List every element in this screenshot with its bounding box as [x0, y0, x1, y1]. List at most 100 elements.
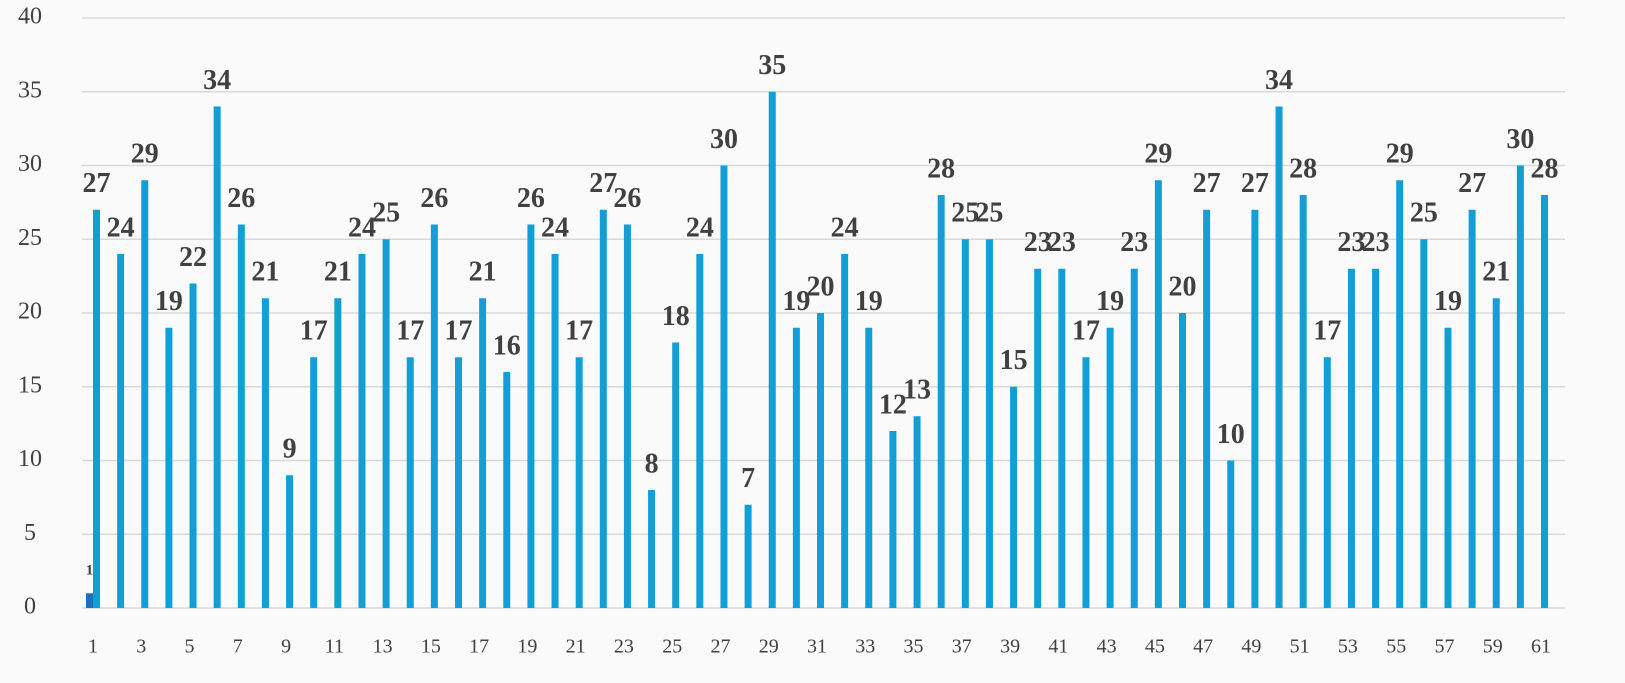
x-tick-label: 49	[1241, 636, 1261, 658]
data-label: 24	[348, 212, 376, 243]
bar	[310, 357, 318, 608]
data-label: 7	[741, 463, 755, 494]
bar	[141, 180, 149, 608]
data-label: 25	[951, 198, 979, 229]
data-label: 24	[541, 212, 569, 243]
bar	[744, 504, 752, 608]
bar	[913, 416, 921, 608]
data-label: 28	[927, 153, 955, 184]
x-tick-label: 13	[373, 636, 393, 658]
bar	[1154, 180, 1162, 608]
data-label: 22	[179, 242, 207, 273]
bar	[1010, 386, 1018, 608]
x-tick-label: 17	[469, 636, 489, 658]
data-label: 28	[1531, 153, 1559, 184]
data-label: 19	[855, 286, 883, 317]
x-tick-label: 39	[1000, 636, 1020, 658]
data-label: 23	[1337, 227, 1365, 258]
data-label: 19	[1096, 286, 1124, 317]
data-label: 19	[782, 286, 810, 317]
y-tick-label: 0	[24, 594, 36, 620]
data-label: 23	[1048, 227, 1076, 258]
x-tick-label: 33	[855, 636, 875, 658]
x-tick-label: 35	[904, 636, 924, 658]
data-label: 17	[396, 316, 424, 347]
bar	[1323, 357, 1331, 608]
bar	[551, 254, 559, 608]
bar	[865, 327, 873, 608]
data-label: 29	[1386, 139, 1414, 170]
data-label: 34	[203, 65, 231, 96]
bar	[1396, 180, 1404, 608]
bar	[817, 313, 824, 608]
data-label: 27	[589, 168, 617, 199]
data-label: 19	[1434, 286, 1462, 317]
x-tick-label: 37	[952, 636, 972, 658]
bar	[93, 209, 100, 608]
bar	[1347, 268, 1355, 608]
bar	[1227, 460, 1235, 608]
bar	[1372, 268, 1380, 608]
bar	[696, 254, 704, 608]
data-label: 9	[283, 434, 297, 465]
bar	[1299, 195, 1307, 608]
x-tick-label: 43	[1097, 636, 1117, 658]
x-tick-label: 61	[1531, 636, 1551, 658]
data-label: 1	[86, 563, 94, 579]
bar	[841, 254, 849, 608]
x-tick-label: 29	[759, 636, 779, 658]
bar	[1082, 357, 1090, 608]
y-tick-label: 25	[18, 225, 42, 251]
bar	[237, 224, 245, 608]
data-label: 27	[1241, 168, 1269, 199]
y-tick-label: 30	[18, 151, 42, 177]
data-label: 30	[1506, 124, 1534, 155]
bar	[1179, 313, 1186, 608]
x-tick-label: 1	[88, 636, 98, 658]
bar	[86, 593, 93, 608]
data-label: 21	[1482, 257, 1510, 288]
bar	[1492, 298, 1500, 608]
data-label: 17	[300, 316, 328, 347]
bar	[1275, 106, 1283, 608]
bar	[503, 372, 511, 608]
x-tick-label: 51	[1290, 636, 1310, 658]
data-label: 29	[131, 139, 159, 170]
data-label: 21	[251, 257, 279, 288]
data-label: 10	[1217, 419, 1245, 450]
bar	[117, 254, 125, 608]
data-label: 26	[420, 183, 448, 214]
bar	[672, 342, 680, 608]
data-label: 17	[445, 316, 473, 347]
bar	[286, 475, 294, 608]
x-tick-label: 55	[1386, 636, 1406, 658]
data-label: 8	[645, 448, 659, 479]
bar	[985, 239, 993, 608]
data-label: 17	[1313, 316, 1341, 347]
bar	[527, 224, 535, 608]
data-label: 16	[493, 330, 521, 361]
data-label: 17	[1072, 316, 1100, 347]
x-tick-label: 59	[1483, 636, 1503, 658]
data-label: 27	[83, 168, 111, 199]
bar	[575, 357, 583, 608]
bar	[599, 209, 607, 608]
data-label: 25	[975, 198, 1003, 229]
y-tick-label: 10	[18, 446, 42, 472]
bar	[1058, 268, 1066, 608]
bar	[1468, 209, 1476, 608]
data-label: 18	[662, 301, 690, 332]
bar	[165, 327, 173, 608]
bar	[382, 239, 390, 608]
bar	[1034, 268, 1042, 608]
data-label: 24	[686, 212, 714, 243]
data-label: 26	[613, 183, 641, 214]
x-tick-label: 15	[421, 636, 441, 658]
bar	[430, 224, 438, 608]
bar	[479, 298, 487, 608]
x-tick-label: 11	[325, 636, 344, 658]
bar	[961, 239, 969, 608]
bar	[768, 91, 776, 608]
bar	[889, 431, 897, 608]
y-tick-label: 5	[24, 520, 36, 546]
